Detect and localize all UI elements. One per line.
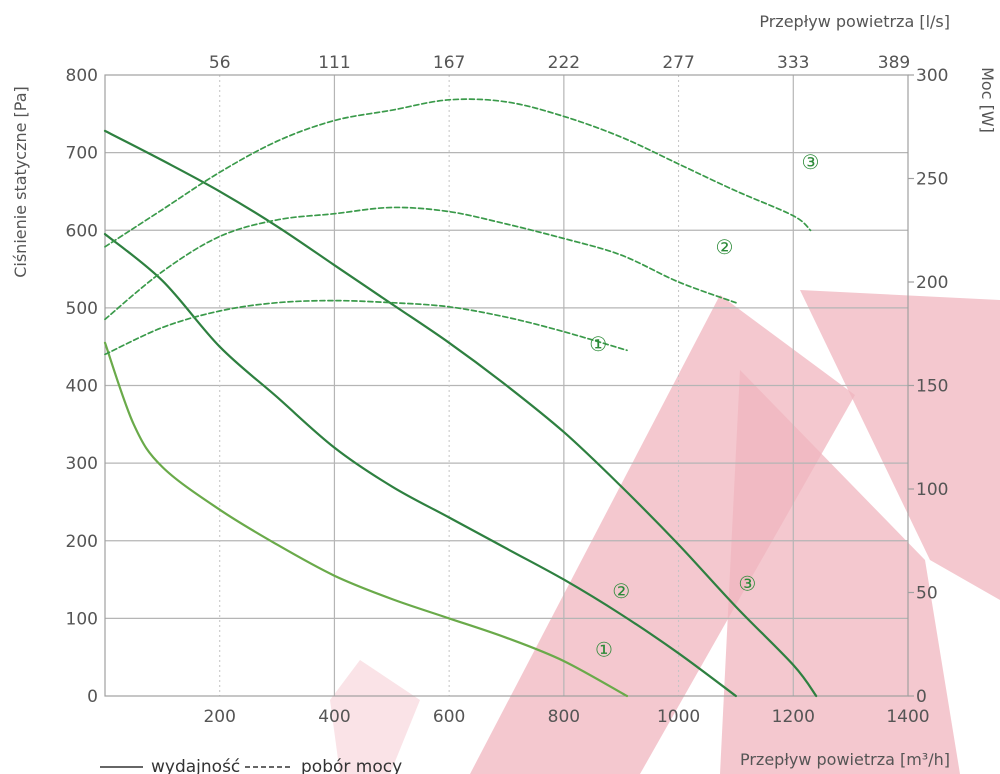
pressure-curve-2 bbox=[103, 233, 737, 698]
right-axis-ticks: 0 50 100 150 200 250 300 bbox=[908, 66, 948, 707]
left-tick-label: 200 bbox=[66, 532, 98, 552]
right-tick-label: 300 bbox=[916, 66, 948, 86]
right-tick-label: 200 bbox=[916, 273, 948, 293]
curve-label-②: ② bbox=[715, 235, 733, 259]
left-tick-label: 700 bbox=[66, 144, 98, 164]
legend: wydajność pobór mocy bbox=[100, 757, 402, 774]
right-tick-label: 50 bbox=[916, 584, 938, 604]
top-tick-label: 56 bbox=[209, 53, 231, 73]
power-curve-3 bbox=[104, 98, 812, 248]
bottom-tick-label: 200 bbox=[203, 707, 235, 727]
right-axis-title: Moc [W] bbox=[978, 67, 997, 133]
curve-label-②: ② bbox=[612, 579, 630, 603]
top-axis-title: Przepływ powietrza [l/s] bbox=[759, 12, 950, 31]
curve-label-③: ③ bbox=[738, 571, 756, 595]
bottom-tick-label: 600 bbox=[433, 707, 465, 727]
left-tick-label: 600 bbox=[66, 221, 98, 241]
data-curves bbox=[103, 98, 818, 698]
top-axis-ticks: 56 111 167 222 277 333 389 bbox=[209, 53, 910, 73]
top-tick-label: 333 bbox=[777, 53, 809, 73]
power-curve-2 bbox=[104, 206, 737, 321]
pressure-curve-3 bbox=[103, 129, 818, 698]
left-tick-label: 100 bbox=[66, 609, 98, 629]
left-axis-ticks: 0 100 200 300 400 500 600 700 800 bbox=[66, 66, 98, 707]
top-tick-label: 222 bbox=[548, 53, 580, 73]
left-tick-label: 0 bbox=[87, 687, 98, 707]
bottom-tick-label: 800 bbox=[548, 707, 580, 727]
curve-label-①: ① bbox=[589, 332, 607, 356]
curve-labels: ① ② ③ ① ② ③ bbox=[589, 150, 819, 661]
watermark-logo bbox=[330, 290, 1000, 774]
right-tick-label: 0 bbox=[916, 687, 927, 707]
left-tick-label: 400 bbox=[66, 377, 98, 397]
legend-dashed-label: pobór mocy bbox=[301, 757, 402, 774]
curve-label-③: ③ bbox=[802, 150, 820, 174]
right-tick-label: 250 bbox=[916, 170, 948, 190]
left-tick-label: 800 bbox=[66, 66, 98, 86]
left-axis-title: Ciśnienie statyczne [Pa] bbox=[11, 86, 30, 278]
top-tick-label: 167 bbox=[433, 53, 465, 73]
bottom-tick-label: 1000 bbox=[657, 707, 700, 727]
right-tick-label: 100 bbox=[916, 480, 948, 500]
right-tick-label: 150 bbox=[916, 377, 948, 397]
left-tick-label: 300 bbox=[66, 454, 98, 474]
top-tick-label: 389 bbox=[878, 53, 910, 73]
top-tick-label: 277 bbox=[662, 53, 694, 73]
bottom-tick-label: 1400 bbox=[886, 707, 929, 727]
left-tick-label: 500 bbox=[66, 299, 98, 319]
bottom-axis-title: Przepływ powietrza [m³/h] bbox=[740, 750, 950, 769]
curve-label-①: ① bbox=[595, 637, 613, 661]
top-tick-label: 111 bbox=[318, 53, 350, 73]
legend-solid-label: wydajność bbox=[151, 757, 240, 774]
grid-lines bbox=[105, 75, 908, 696]
pressure-curve-1 bbox=[103, 341, 629, 698]
bottom-axis-ticks: 200 400 600 800 1000 1200 1400 bbox=[203, 707, 929, 727]
bottom-tick-label: 400 bbox=[318, 707, 350, 727]
power-curve-1 bbox=[104, 299, 628, 356]
bottom-tick-label: 1200 bbox=[772, 707, 815, 727]
